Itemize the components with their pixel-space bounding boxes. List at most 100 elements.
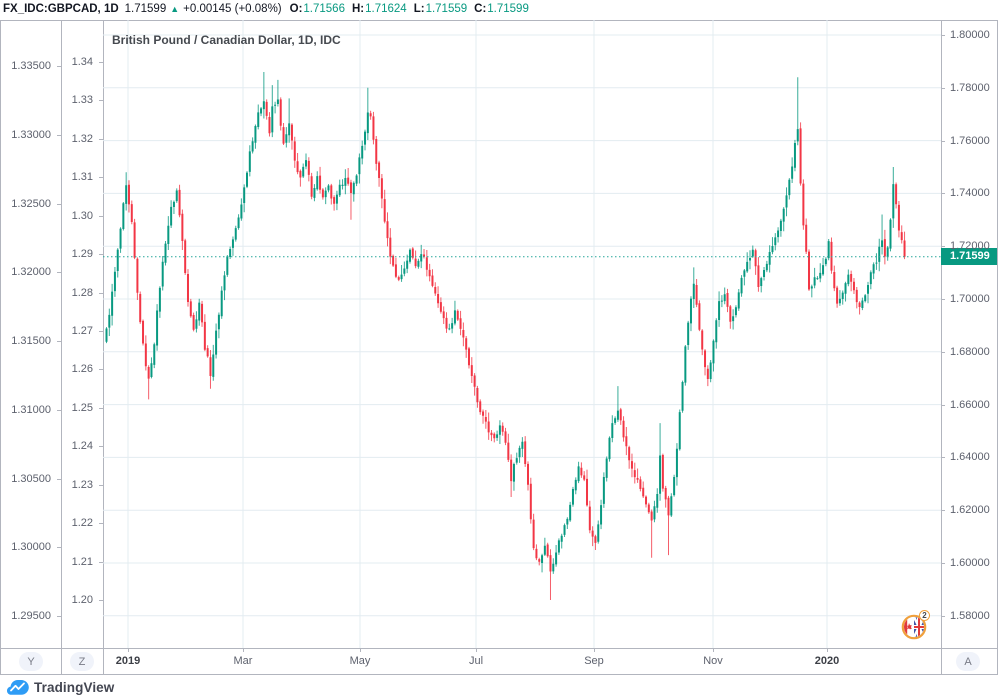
price-tick-label: 1.20 (71, 594, 93, 607)
price-tick-label: 1.64000 (950, 451, 990, 464)
axis-tick-mark (941, 457, 945, 459)
price-axis-left-2[interactable]: 1.34 1.33 1.32 1.31 1.30 1.29 1.28 1.27 1.26 1.25… (61, 20, 103, 648)
candle-bodies-down (127, 99, 906, 572)
axis-tick-mark (941, 87, 945, 89)
count-badge: 2 (919, 610, 930, 621)
frame-border-top (0, 20, 998, 21)
time-tick-mark (360, 648, 361, 652)
axis-separator-1 (61, 20, 62, 675)
symbol-name[interactable]: FX_IDC:GBPCAD, 1D (3, 3, 119, 15)
low-value: 1.71559 (425, 3, 468, 15)
time-tick-mark (476, 648, 477, 652)
symbol-header: FX_IDC:GBPCAD, 1D 1.71599 ▲ +0.00145 (+0… (3, 1, 536, 17)
time-tick-label: Jul (468, 655, 484, 667)
axis-tick-mark (57, 66, 61, 67)
axis-tick-mark (941, 510, 945, 512)
scale-z-button[interactable]: Z (70, 652, 94, 671)
close-value: 1.71599 (487, 3, 529, 15)
time-tick-label: Sep (584, 655, 604, 667)
axis-tick-mark (99, 484, 103, 486)
axis-tick-mark (99, 446, 103, 448)
axis-tick-mark (99, 62, 103, 63)
axis-tick-mark (941, 299, 945, 300)
flags-circle-icon (901, 614, 927, 640)
price-tick-label: 1.62000 (950, 504, 990, 517)
axis-tick-mark (941, 615, 945, 617)
axis-tick-mark (57, 409, 61, 411)
axis-tick-mark (941, 351, 945, 353)
footer: TradingView (0, 675, 998, 700)
brand-name[interactable]: TradingView (34, 680, 115, 695)
axis-tick-mark (99, 100, 103, 102)
price-axis-left-1[interactable]: 1.33500 1.33000 1.32500 1.32000 1.31500 1.310… (0, 20, 61, 648)
price-tick-label: 1.29 (71, 248, 93, 261)
frame-border-left (0, 20, 1, 675)
price-tick-label: 1.31 (71, 171, 93, 184)
price-tick-label: 1.66000 (950, 398, 990, 411)
axis-tick-mark (99, 369, 103, 371)
axis-tick-mark (57, 547, 61, 549)
price-tick-label: 1.72000 (950, 240, 990, 253)
tradingview-logo[interactable] (7, 680, 29, 695)
time-tick-label: 2020 (814, 655, 840, 667)
axis-tick-mark (941, 193, 945, 195)
axis-tick-mark (941, 35, 945, 36)
time-axis-separator (0, 648, 998, 649)
frame-border-bottom (0, 674, 998, 675)
axis-tick-mark (941, 404, 945, 406)
price-tick-label: 1.30 (71, 209, 93, 222)
price-tick-label: 1.33000 (11, 128, 51, 141)
price-tick-label: 1.68000 (950, 345, 990, 358)
price-tick-label: 1.25 (71, 401, 93, 414)
time-tick-mark (128, 648, 129, 652)
scale-y-button[interactable]: Y (19, 652, 43, 671)
scale-a-button[interactable]: A (956, 652, 980, 671)
price-tick-label: 1.32 (71, 132, 93, 145)
price-change: +0.00145 (+0.08%) (183, 3, 282, 15)
open-value: 1.71566 (303, 3, 345, 15)
axis-tick-mark (99, 600, 103, 602)
time-axis[interactable]: Y Z A 2019 Mar May Jul Sep Nov 2020 (0, 648, 998, 675)
high-value: 1.71624 (365, 3, 407, 15)
price-tick-label: 1.26 (71, 363, 93, 376)
axis-tick-mark (57, 272, 61, 274)
open-key: O: (289, 3, 303, 15)
axis-separator-right (941, 20, 942, 675)
price-tick-label: 1.76000 (950, 134, 990, 147)
up-triangle-icon: ▲ (170, 4, 180, 14)
axis-tick-mark (99, 561, 103, 563)
close-key: C: (474, 3, 487, 15)
price-tick-label: 1.32000 (11, 266, 51, 279)
price-tick-label: 1.34 (71, 56, 93, 68)
price-tick-label: 1.24 (71, 440, 93, 453)
price-tick-label: 1.33500 (11, 60, 51, 72)
axis-separator-2 (103, 20, 104, 675)
time-tick-mark (713, 648, 714, 652)
pair-flags-icon[interactable]: 2 (901, 610, 930, 640)
time-tick-label: May (349, 655, 371, 667)
time-tick-mark (827, 648, 828, 652)
axis-tick-mark (941, 563, 945, 564)
axis-tick-mark (57, 478, 61, 480)
time-tick-mark (594, 648, 595, 652)
price-tick-label: 1.58000 (950, 609, 990, 622)
time-tick-label: Nov (703, 655, 723, 667)
candlestick-plot[interactable] (103, 20, 941, 648)
axis-tick-mark (99, 254, 103, 256)
axis-tick-mark (941, 140, 945, 142)
chart-frame: 1.33500 1.33000 1.32500 1.32000 1.31500 1.310… (0, 20, 998, 675)
axis-tick-mark (57, 203, 61, 205)
axis-tick-mark (99, 331, 103, 332)
time-tick-mark (243, 648, 244, 652)
price-tick-label: 1.30000 (11, 541, 51, 554)
axis-tick-mark (99, 292, 103, 294)
price-tick-label: 1.27 (71, 325, 93, 337)
price-tick-label: 1.28 (71, 286, 93, 299)
chart-title: British Pound / Canadian Dollar, 1D, IDC (112, 33, 341, 47)
price-axis-right[interactable]: 1.71599 1.80000 1.78000 1.76000 1.74000 1.72… (941, 20, 997, 648)
price-tick-label: 1.23 (71, 478, 93, 491)
price-tick-label: 1.78000 (950, 81, 990, 94)
current-price-label: 1.71599 (941, 248, 997, 265)
axis-tick-mark (941, 246, 945, 248)
price-tick-label: 1.21 (71, 555, 93, 568)
